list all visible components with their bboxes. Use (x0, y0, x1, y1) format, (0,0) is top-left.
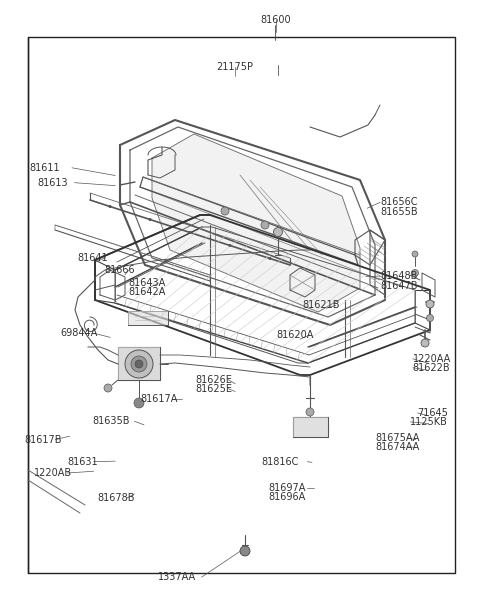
Circle shape (189, 231, 192, 234)
Text: 21175P: 21175P (216, 62, 254, 72)
Text: 81696A: 81696A (269, 492, 306, 502)
Circle shape (148, 218, 152, 221)
Text: 81617A: 81617A (140, 394, 178, 403)
Circle shape (134, 398, 144, 408)
Text: 81617B: 81617B (24, 435, 61, 444)
Circle shape (104, 384, 112, 392)
Circle shape (135, 360, 143, 368)
Text: 81655B: 81655B (380, 207, 418, 217)
Text: 81697A: 81697A (269, 483, 306, 493)
Text: 1220AB: 1220AB (34, 468, 72, 478)
Text: 81620A: 81620A (276, 330, 313, 340)
Circle shape (228, 244, 231, 247)
Text: 81626E: 81626E (196, 375, 233, 384)
Text: 1220AA: 1220AA (413, 354, 451, 364)
Circle shape (421, 339, 429, 347)
Text: 81622B: 81622B (413, 363, 450, 372)
Text: 81621B: 81621B (302, 300, 340, 310)
Text: 81647B: 81647B (380, 281, 418, 290)
Text: 69844A: 69844A (60, 328, 97, 338)
Polygon shape (118, 347, 160, 380)
Polygon shape (152, 134, 360, 312)
Text: 81643A: 81643A (129, 278, 166, 288)
Text: 81648B: 81648B (380, 271, 418, 281)
Text: 81613: 81613 (37, 178, 68, 187)
Text: 81611: 81611 (30, 163, 60, 173)
Text: 81642A: 81642A (129, 287, 166, 296)
Circle shape (240, 546, 250, 556)
Text: 81816C: 81816C (262, 457, 299, 466)
Circle shape (411, 270, 419, 277)
Circle shape (268, 257, 272, 260)
Circle shape (274, 227, 283, 236)
Text: 81600: 81600 (261, 15, 291, 25)
Circle shape (108, 205, 111, 208)
Polygon shape (293, 417, 328, 437)
Text: 81635B: 81635B (92, 416, 130, 426)
Text: 81641: 81641 (78, 253, 108, 262)
Text: 71645: 71645 (418, 408, 448, 418)
Circle shape (131, 356, 147, 372)
Circle shape (412, 251, 418, 257)
Text: 1125KB: 1125KB (410, 417, 448, 427)
Circle shape (125, 350, 153, 378)
Text: 81678B: 81678B (97, 493, 134, 503)
Text: 81631: 81631 (67, 457, 98, 466)
Text: 81656C: 81656C (380, 198, 418, 207)
Text: 81675AA: 81675AA (375, 433, 420, 443)
Polygon shape (128, 311, 168, 325)
Circle shape (426, 300, 434, 308)
Circle shape (261, 221, 269, 229)
Circle shape (221, 207, 229, 215)
Text: 1337AA: 1337AA (158, 572, 196, 582)
Circle shape (427, 315, 433, 321)
Text: 81674AA: 81674AA (375, 442, 420, 452)
Circle shape (306, 408, 314, 416)
Text: 81666: 81666 (105, 265, 135, 275)
Text: 81625E: 81625E (196, 384, 233, 393)
